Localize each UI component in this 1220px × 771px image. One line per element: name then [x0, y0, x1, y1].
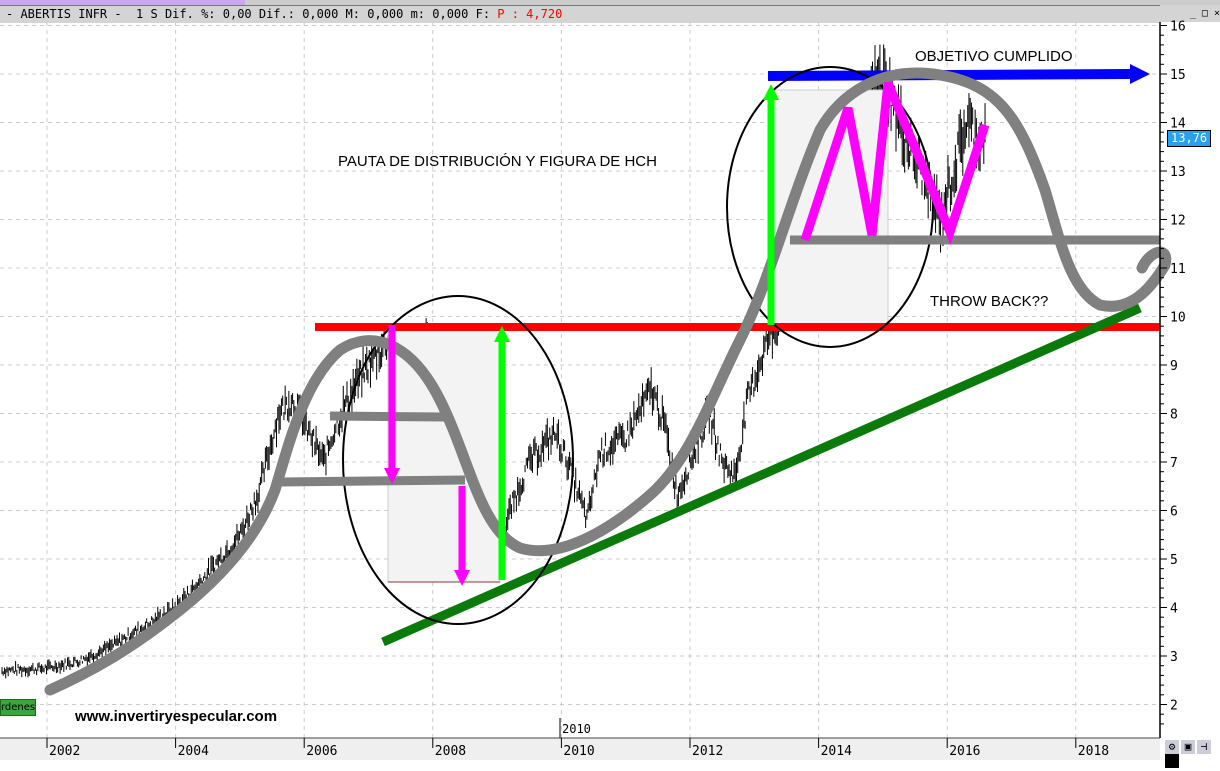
x-tick-label: 2010	[563, 744, 594, 759]
axes: 2 3 4 5 6 7 8 9 10 11 12 13 14 15 16 2002 2004 2006 2008 20…	[0, 20, 1186, 760]
neckline-2	[279, 475, 466, 487]
y-tick-label: 6	[1170, 505, 1178, 520]
green-arrowhead-1	[494, 326, 510, 342]
ellipse-2014	[726, 66, 934, 348]
y-tick-label: 9	[1170, 359, 1178, 374]
y-tick-label: 12	[1170, 214, 1186, 229]
x-tick-label: 2008	[435, 744, 466, 759]
y-tick-label: 13	[1170, 165, 1186, 180]
x-tick-label: 2014	[821, 744, 852, 759]
grid	[0, 22, 1160, 738]
m-pattern	[800, 81, 990, 245]
target-label: OBJETIVO CUMPLIDO	[915, 48, 1073, 65]
settings-icon[interactable]: ⚙	[1165, 740, 1179, 754]
neckline-1	[329, 411, 446, 422]
annotations: PAUTA DE DISTRIBUCIÓN Y FIGURA DE HCH OB…	[44, 48, 1172, 738]
distribution-box	[387, 326, 501, 583]
y-tick-label: 8	[1170, 408, 1178, 423]
x-tick-label: 2016	[949, 744, 980, 759]
y-tick-label: 4	[1170, 602, 1178, 617]
top-strip	[0, 0, 1220, 5]
y-tick-label: 14	[1170, 117, 1186, 132]
x-tick-label: 2002	[49, 744, 80, 759]
price-label: P : 4,720	[497, 7, 563, 21]
y-tick-label: 11	[1170, 262, 1186, 277]
pattern-label: PAUTA DE DISTRIBUCIÓN Y FIGURA DE HCH	[338, 153, 657, 170]
x-tick-label: 2018	[1078, 744, 1109, 759]
quote-header: - ABERTIS INFR - 1 S Dif. %: 0,00 Dif.: …	[0, 5, 1160, 23]
y-tick-label: 10	[1170, 311, 1186, 326]
x-tick-label: 2006	[306, 744, 337, 759]
x-axis-band	[0, 738, 1160, 760]
y-tick-label: 16	[1170, 20, 1186, 35]
save-icon[interactable]: ▣	[1181, 740, 1195, 754]
x-tick-label: 2012	[692, 744, 723, 759]
quote-info: - ABERTIS INFR - 1 S Dif. %: 0,00 Dif.: …	[6, 7, 498, 21]
y-tick-label: 3	[1170, 650, 1178, 665]
green-arrowhead-2	[763, 84, 779, 100]
target-arrowhead	[1130, 64, 1150, 84]
magenta-arrowhead-2	[454, 570, 470, 586]
magenta-arrowhead-1	[384, 468, 400, 484]
cycle-curve	[44, 67, 1172, 696]
watermark: www.invertiryespecular.com	[74, 708, 277, 725]
window-buttons[interactable]: _ □ ×	[1160, 5, 1220, 22]
x-tick-label: 2004	[178, 744, 209, 759]
pin-icon[interactable]: ⊣	[1197, 740, 1211, 754]
color-icon[interactable]	[1165, 754, 1179, 768]
last-price-tag: 13,76	[1167, 130, 1212, 147]
toolbar: ⚙ ▣ ⊣	[1165, 740, 1220, 771]
trend-line	[381, 303, 1142, 647]
active-tab-strip[interactable]	[0, 0, 245, 5]
throwback-label: THROW BACK??	[930, 293, 1048, 310]
ordenes-button[interactable]: rdenes	[0, 699, 36, 716]
year-marker: 2010	[562, 722, 591, 736]
y-tick-label: 7	[1170, 456, 1178, 471]
y-tick-label: 15	[1170, 68, 1186, 83]
ellipse-2008	[342, 295, 574, 625]
y-tick-label: 2	[1170, 699, 1178, 714]
y-tick-label: 5	[1170, 553, 1178, 568]
